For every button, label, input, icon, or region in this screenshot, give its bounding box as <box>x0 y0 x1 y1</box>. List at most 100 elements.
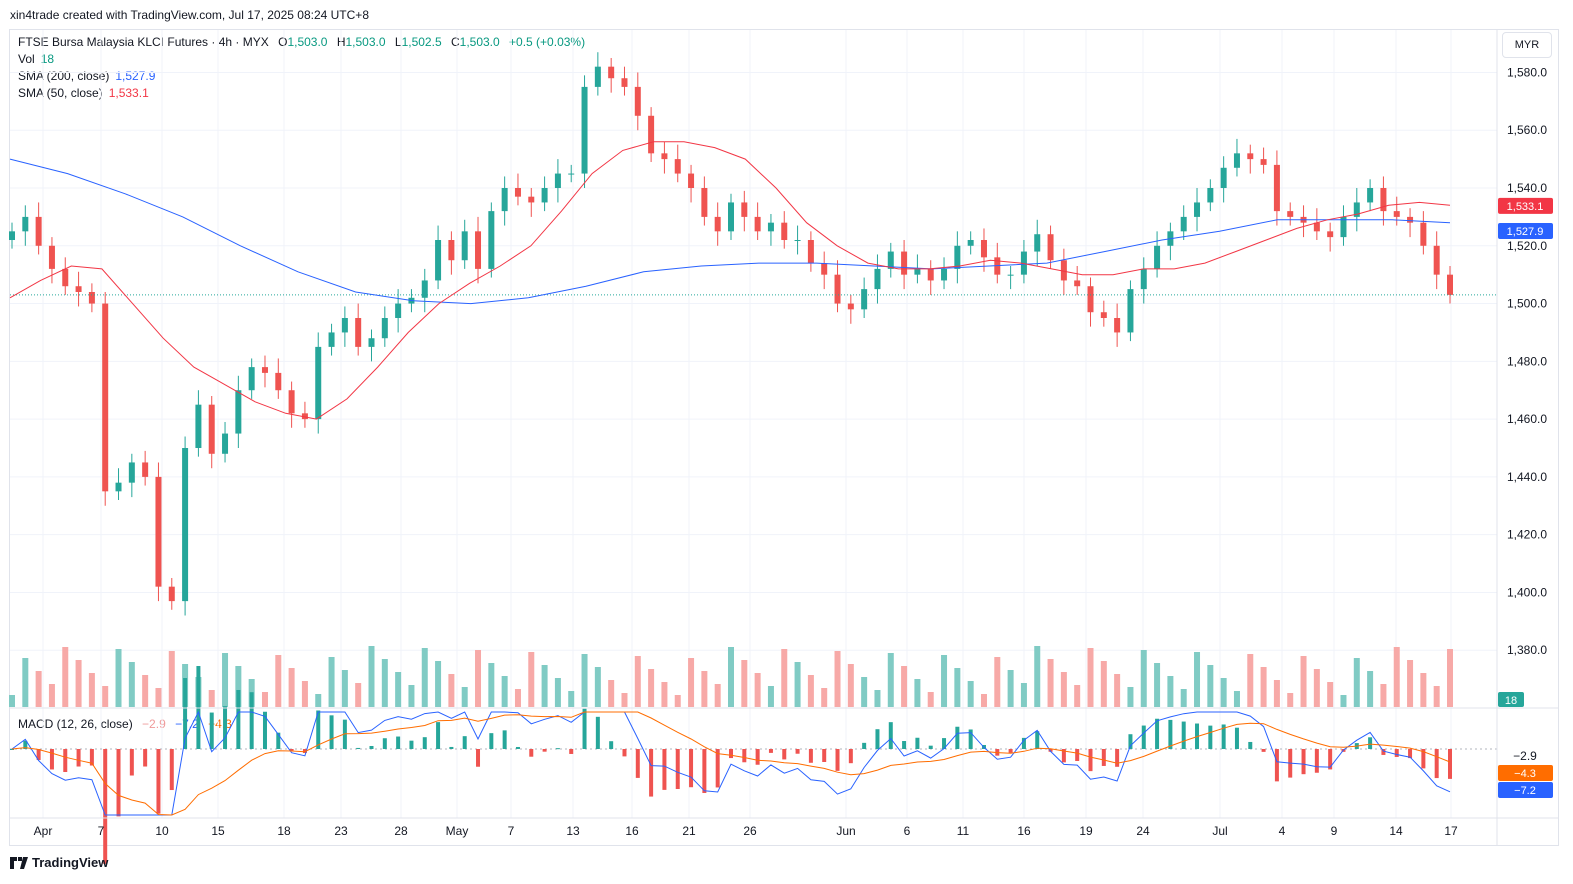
candle-body <box>754 216 761 232</box>
macd-histogram-bar <box>928 745 933 749</box>
candle-body <box>741 202 748 217</box>
legend-symbol-row: FTSE Bursa Malaysia KLCI Futures · 4h · … <box>18 34 591 51</box>
brand-name: TradingView <box>32 855 109 870</box>
moving-averages <box>9 141 1451 420</box>
macd-line <box>11 710 1451 816</box>
candle-body <box>914 268 921 275</box>
candle-body <box>1074 280 1081 287</box>
volume-bar <box>341 670 348 707</box>
time-tick-label: 6 <box>904 824 911 838</box>
candle-body <box>941 268 948 281</box>
currency-button[interactable]: MYR <box>1502 32 1552 58</box>
legend-volume-row[interactable]: Vol 18 <box>18 51 60 68</box>
candle-body <box>1007 274 1014 276</box>
macd-histogram-bar <box>862 742 867 749</box>
macd-histogram-bar <box>183 678 188 749</box>
macd-histogram-bar <box>396 736 401 749</box>
time-tick-label: 14 <box>1389 824 1403 838</box>
price-tick-label: 1,560.0 <box>1507 123 1547 137</box>
price-tick-label: 1,520.0 <box>1507 239 1547 253</box>
macd-line-badge-bg <box>1498 782 1553 798</box>
candle-body <box>341 318 348 333</box>
volume-bar <box>1074 685 1081 707</box>
volume-bar <box>714 684 721 707</box>
macd-histogram-bar <box>49 749 54 770</box>
macd-histogram-bar <box>1035 731 1040 749</box>
low-value: 1,502.5 <box>401 35 442 49</box>
candle-body <box>967 240 974 246</box>
volume-bar <box>1393 647 1400 707</box>
macd-histogram-bar <box>968 729 973 749</box>
candle-body <box>554 173 561 189</box>
candle-body <box>1154 245 1161 269</box>
macd-histogram-bar <box>449 746 454 749</box>
macd-histogram-bar <box>289 749 294 751</box>
volume-bar <box>368 646 375 707</box>
macd-histogram-bar <box>369 745 374 749</box>
candle-body <box>75 286 82 293</box>
volume-value: 18 <box>40 52 55 66</box>
macd-histogram-bar <box>1181 721 1186 749</box>
volume-bar <box>261 692 268 707</box>
candle-body <box>1180 216 1187 232</box>
volume-bar <box>62 647 69 707</box>
volume-bar <box>448 674 455 707</box>
macd-histogram-bar <box>409 740 414 749</box>
symbol-title[interactable]: FTSE Bursa Malaysia KLCI Futures · 4h · … <box>18 35 269 49</box>
time-tick-label: Jul <box>1212 824 1227 838</box>
volume-bar <box>674 695 681 707</box>
volume-bar <box>661 682 668 707</box>
volume-bar <box>1180 689 1187 707</box>
candle-body <box>48 245 55 269</box>
candle-body <box>1100 312 1107 319</box>
volume-bar <box>1327 682 1334 707</box>
macd-histogram-bar <box>143 749 148 767</box>
candle-body <box>448 240 455 261</box>
macd-histogram-bar <box>422 737 427 749</box>
time-tick-label: 28 <box>394 824 408 838</box>
time-tick-label: 4 <box>1279 824 1286 838</box>
macd-histogram-bar <box>1021 737 1026 749</box>
macd-histogram-bar <box>1141 725 1146 749</box>
time-tick-label: 18 <box>277 824 291 838</box>
candle-body <box>648 115 655 154</box>
volume-bar <box>514 689 521 707</box>
macd-histogram-bar <box>1408 749 1413 759</box>
volume-bar <box>1367 671 1374 707</box>
volume-bar <box>581 654 588 707</box>
candle-body <box>621 78 628 87</box>
candle-body <box>62 268 69 287</box>
candle-body <box>22 216 29 232</box>
sma50-badge-bg <box>1498 197 1553 214</box>
legend-sma50-row[interactable]: SMA (50, close) 1,533.1 <box>18 85 155 102</box>
volume-bar <box>128 662 135 707</box>
volume-bar <box>1300 656 1307 707</box>
candle-body <box>88 292 95 304</box>
volume-bar <box>1100 661 1107 707</box>
time-tick-label: 11 <box>957 824 970 838</box>
macd-histogram-bar <box>555 748 560 750</box>
macd-histogram-bar <box>89 749 94 766</box>
candle-body <box>1260 159 1267 165</box>
time-tick-label: 21 <box>682 824 696 838</box>
macd-histogram-bar <box>1101 749 1106 766</box>
volume-bar <box>1007 670 1014 707</box>
macd-histogram-bar <box>569 749 574 754</box>
macd-histogram-bar <box>262 711 267 749</box>
volume-bar <box>1260 667 1267 707</box>
candle-body <box>35 216 42 246</box>
volume-bar <box>568 691 575 707</box>
tradingview-logo[interactable]: TradingView <box>10 855 108 870</box>
volume-bar <box>834 651 841 707</box>
macd-histogram-bar <box>116 749 121 817</box>
macd-histogram-bar <box>1301 749 1306 775</box>
candle-body <box>328 332 335 347</box>
candle-body <box>155 476 162 587</box>
sma50-line <box>9 141 1451 420</box>
candle-body <box>861 289 868 310</box>
candle-body <box>1020 251 1027 275</box>
volume-bar <box>728 647 734 707</box>
macd-histogram-bar <box>1248 741 1253 749</box>
candle-body <box>794 240 801 242</box>
